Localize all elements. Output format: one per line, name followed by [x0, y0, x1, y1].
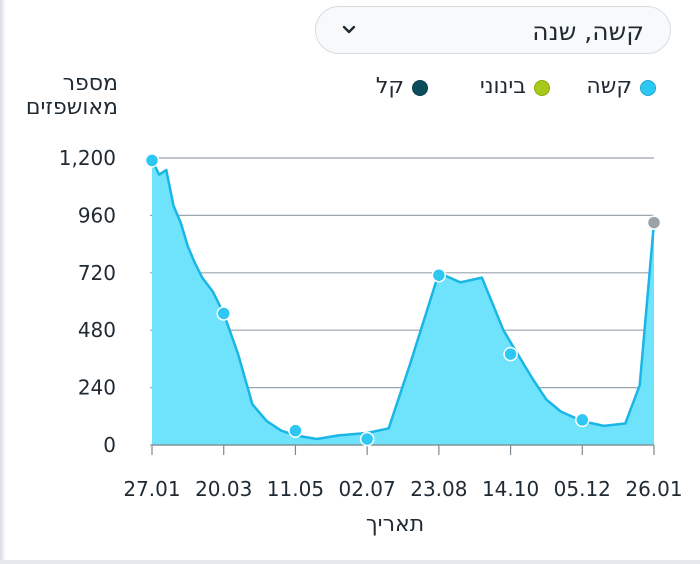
dropdown-label: קשה, שנה — [532, 17, 644, 46]
x-tick-label: 14.10 — [482, 477, 539, 501]
card-bottom-edge — [0, 560, 700, 564]
x-tick-label: 11.05 — [267, 477, 324, 501]
y-tick-label: 1,200 — [59, 146, 116, 170]
x-tick-label: 20.03 — [195, 477, 252, 501]
range-dropdown[interactable]: קשה, שנה — [315, 6, 671, 54]
y-tick-label: 0 — [103, 433, 116, 457]
y-tick-label: 480 — [78, 318, 116, 342]
legend-item-hard[interactable]: קשה — [586, 74, 670, 102]
series-area-hard — [152, 160, 654, 445]
x-tick-label: 02.07 — [339, 477, 396, 501]
data-point — [431, 267, 447, 283]
legend-dot-hard — [640, 80, 656, 96]
chevron-down-icon — [342, 25, 356, 34]
data-point — [646, 215, 662, 230]
legend-item-medium[interactable]: בינוני — [460, 74, 560, 102]
x-tick-label: 26.01 — [625, 477, 682, 501]
legend-label-light: קל — [375, 74, 404, 99]
legend: קשה בינוני קל — [0, 74, 700, 102]
legend-dot-medium — [534, 80, 550, 96]
y-tick-label: 960 — [78, 203, 116, 227]
x-tick-label: 23.08 — [410, 477, 467, 501]
data-point — [216, 306, 231, 321]
data-point — [359, 431, 375, 447]
legend-item-light[interactable]: קל — [360, 74, 440, 102]
y-tick-label: 720 — [78, 261, 116, 285]
legend-dot-light — [412, 80, 428, 96]
card-left-edge — [0, 0, 6, 564]
x-tick-label: 05.12 — [554, 477, 611, 501]
series-line-hard — [150, 159, 656, 441]
data-point — [575, 412, 590, 428]
legend-label-medium: בינוני — [479, 74, 526, 99]
legend-label-hard: קשה — [586, 74, 632, 99]
data-point — [144, 153, 160, 168]
x-tick-label: 27.01 — [123, 477, 180, 501]
data-point — [503, 346, 518, 362]
x-axis-label: תאריך — [365, 512, 425, 537]
y-axis-label: מספר מאושפזים — [25, 71, 118, 120]
data-point — [288, 423, 303, 438]
y-tick-label: 240 — [78, 376, 116, 400]
